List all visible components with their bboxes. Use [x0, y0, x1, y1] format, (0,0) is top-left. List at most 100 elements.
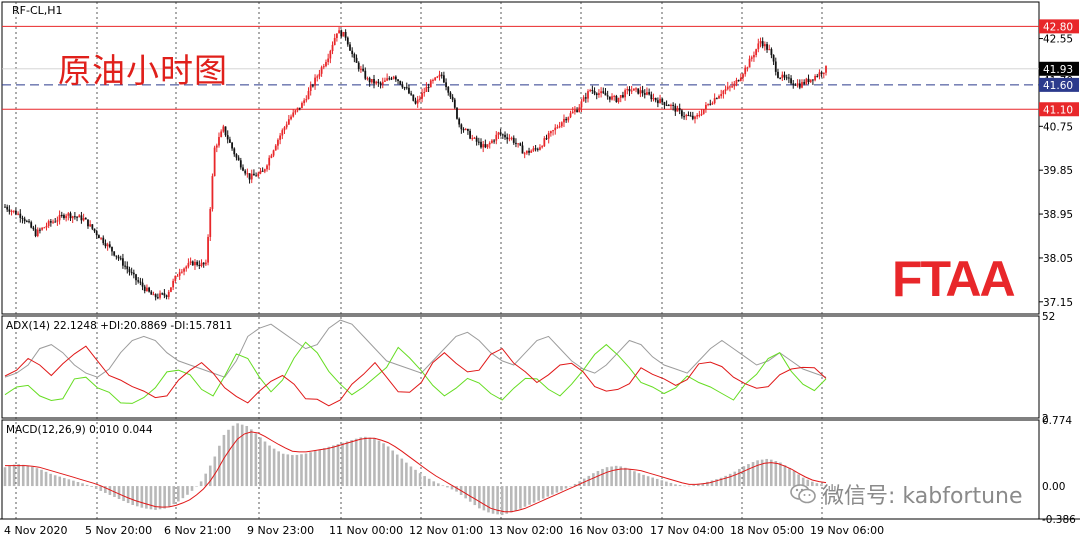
candle-body — [556, 127, 559, 129]
candle-body — [471, 138, 474, 140]
candle-body — [816, 75, 819, 77]
macd-histogram-bar — [514, 486, 518, 511]
macd-histogram-bar — [733, 471, 737, 487]
macd-histogram-bar — [49, 473, 52, 487]
candle-body — [132, 272, 135, 275]
adx-series-minusdi — [4, 345, 827, 407]
candle-body — [93, 228, 96, 232]
x-tick-label: 4 Nov 2020 — [4, 524, 67, 537]
candle-body — [814, 75, 816, 81]
macd-histogram-bar — [231, 425, 235, 487]
candle-body — [165, 295, 168, 297]
x-tick-label: 13 Nov 02:00 — [489, 524, 563, 537]
candle-body — [231, 142, 233, 149]
macd-histogram-bar — [8, 465, 11, 487]
macd-histogram-bar — [468, 486, 472, 502]
macd-histogram-bar — [710, 480, 714, 487]
level-tag — [1039, 19, 1079, 34]
candle-body — [239, 160, 242, 168]
candle-body — [246, 173, 249, 175]
candle-body — [707, 103, 709, 105]
candle-body — [115, 255, 118, 257]
candle-body — [554, 127, 557, 131]
candle-body — [469, 130, 471, 139]
candle-body — [331, 44, 334, 52]
candle-body — [386, 78, 389, 81]
y-tick-label: 38.95 — [1043, 209, 1073, 221]
candle-body — [263, 169, 266, 172]
candle-body — [733, 83, 736, 87]
candle-body — [458, 118, 461, 125]
candle-body — [722, 90, 725, 95]
candle-body — [698, 114, 701, 116]
macd-histogram-bar — [359, 437, 363, 487]
candle-body — [493, 140, 496, 142]
macd-histogram-bar — [769, 459, 773, 487]
candle-body — [268, 157, 271, 166]
macd-histogram-bar — [354, 438, 358, 487]
macd-histogram-bar — [747, 464, 750, 487]
candle-body — [702, 109, 705, 114]
candle-body — [242, 167, 244, 171]
macd-histogram-bar — [724, 475, 727, 487]
candle-body — [4, 206, 6, 208]
candle-body — [689, 115, 692, 117]
candle-body — [639, 90, 642, 94]
macd-histogram-bar — [678, 484, 682, 487]
candle-body — [779, 77, 782, 79]
macd-histogram-bar — [779, 462, 782, 487]
candle-body — [600, 91, 602, 94]
candle-body — [401, 84, 404, 88]
macd-histogram-bar — [414, 469, 417, 487]
candle-body — [449, 92, 452, 97]
macd-histogram-bar — [824, 485, 828, 487]
candle-body — [305, 99, 308, 101]
macd-histogram-bar — [163, 486, 166, 509]
candle-body — [100, 237, 102, 239]
candle-body — [416, 99, 419, 104]
macd-histogram-bar — [222, 434, 226, 487]
candle-body — [122, 258, 124, 266]
candle-body — [429, 80, 432, 88]
candle-body — [571, 111, 574, 114]
candle-body — [344, 31, 347, 38]
candle-body — [726, 86, 729, 90]
candle-body — [558, 126, 561, 128]
candle-body — [366, 78, 369, 80]
candle-body — [536, 148, 539, 150]
candle-body — [672, 104, 675, 106]
candle-body — [281, 130, 284, 136]
candle-body — [410, 93, 413, 95]
symbol-label: RF-CL,H1 — [12, 4, 63, 17]
candle-body — [539, 147, 541, 150]
macd-histogram-bar — [277, 451, 280, 487]
candle-body — [705, 104, 707, 110]
candle-body — [335, 33, 338, 38]
candle-body — [204, 262, 207, 265]
candle-body — [794, 84, 797, 86]
candle-body — [342, 31, 345, 37]
macd-histogram-bar — [204, 473, 207, 487]
macd-histogram-bar — [76, 481, 80, 487]
macd-histogram-bar — [154, 486, 157, 510]
macd-histogram-bar — [53, 475, 57, 487]
candle-body — [724, 89, 727, 91]
macd-histogram-bar — [240, 424, 244, 487]
candle-body — [65, 215, 68, 219]
candle-body — [589, 89, 592, 92]
macd-histogram-bar — [44, 471, 48, 487]
candle-body — [41, 227, 44, 230]
candle-body — [473, 137, 476, 139]
candle-body — [563, 118, 565, 123]
candle-body — [25, 221, 28, 223]
candle-body — [495, 134, 498, 141]
candle-body — [582, 97, 585, 102]
candle-body — [691, 115, 694, 119]
candle-body — [661, 98, 664, 103]
candle-body — [519, 143, 522, 146]
macd-histogram-bar — [195, 486, 198, 487]
macd-histogram-bar — [637, 473, 641, 487]
candle-body — [567, 117, 570, 121]
candle-body — [368, 78, 371, 83]
candle-body — [445, 82, 447, 88]
